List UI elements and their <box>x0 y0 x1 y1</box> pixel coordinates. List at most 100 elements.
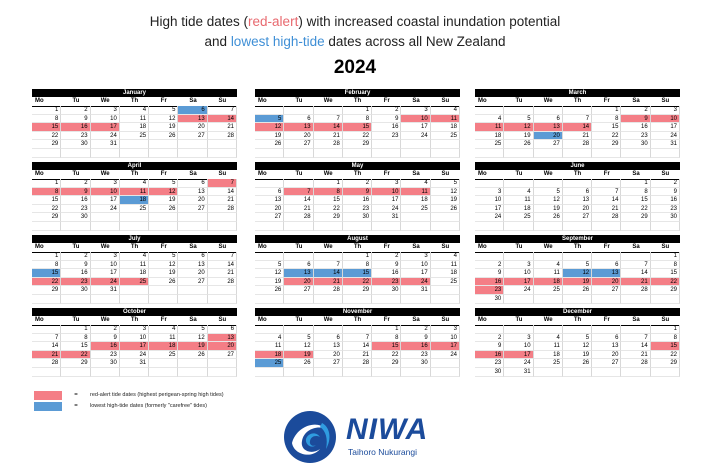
day-cell: 13 <box>178 187 208 197</box>
day-cell: 25 <box>475 140 505 149</box>
day-cell: 1 <box>61 325 91 334</box>
day-cell: 13 <box>592 342 622 351</box>
day-cell: 8 <box>592 114 622 124</box>
day-cell-red-alert: 17 <box>90 123 120 132</box>
day-cell: 24 <box>90 131 120 141</box>
day-cell: 13 <box>562 196 593 205</box>
legend-equals: = <box>74 403 78 409</box>
day-cell: 3 <box>401 106 431 115</box>
day-cell: 9 <box>650 187 680 197</box>
weekday-label: Tu <box>504 316 534 326</box>
day-cell: 1 <box>592 106 622 115</box>
day-cell: 2 <box>650 179 680 188</box>
weekday-label: Tu <box>284 316 314 326</box>
empty-cell <box>475 179 505 188</box>
empty-cell <box>207 367 237 377</box>
day-cell: 4 <box>255 333 285 343</box>
niwa-subtitle: Taihoro Nukurangi <box>348 447 417 457</box>
month-august: August Mo Tu We Th Fr Sa Su 1 2 3 4 5 6 7 8 9 10 11 12 13 14 1… <box>255 235 460 304</box>
day-cell: 4 <box>149 325 179 334</box>
day-cell: 25 <box>119 131 150 141</box>
day-cell: 14 <box>621 342 651 351</box>
weekday-label: Su <box>430 316 460 326</box>
weekday-label: We <box>90 97 120 107</box>
weekday-label: Tu <box>61 316 91 326</box>
day-cell: 11 <box>533 269 563 278</box>
day-cell: 29 <box>650 359 680 368</box>
day-cell: 18 <box>119 269 150 278</box>
empty-cell <box>255 294 285 304</box>
weekday-label: Fr <box>372 97 402 107</box>
day-cell: 31 <box>90 286 120 295</box>
weekday-header: Mo Tu We Th Fr Sa Su <box>475 97 680 107</box>
day-cell-red-alert: 20 <box>592 277 622 287</box>
month-name: September <box>475 235 680 243</box>
empty-cell <box>475 106 505 115</box>
empty-cell <box>32 367 62 377</box>
weekday-label: Th <box>119 243 150 253</box>
empty-cell <box>650 294 680 304</box>
weekday-label: We <box>313 316 343 326</box>
weekday-label: We <box>533 243 563 253</box>
empty-cell <box>255 367 285 377</box>
empty-cell <box>90 367 120 377</box>
weekday-label: Su <box>430 243 460 253</box>
day-cell: 22 <box>592 131 622 141</box>
day-grid: 1 2 3 4 5 6 7 8 9 10 11 12 13 14 15 16 17 18 19 20 21 22 23 24 2… <box>32 179 237 231</box>
day-cell: 4 <box>430 252 460 261</box>
empty-cell <box>255 221 285 231</box>
day-cell: 21 <box>621 350 651 360</box>
day-cell: 10 <box>119 333 150 343</box>
day-cell: 22 <box>342 131 373 141</box>
empty-cell <box>119 148 150 158</box>
legend: = red-alert tide dates (highest perigean… <box>34 390 224 412</box>
empty-cell <box>504 221 534 231</box>
day-cell: 24 <box>504 286 534 295</box>
month-july: July Mo Tu We Th Fr Sa Su 1 2 3 4 5 6 7 8 9 10 11 12 13 14 15 1… <box>32 235 237 304</box>
day-cell: 18 <box>504 204 534 214</box>
weekday-label: Sa <box>178 170 208 180</box>
empty-cell <box>255 179 285 188</box>
day-cell-red-alert: 18 <box>149 342 179 351</box>
empty-cell <box>533 294 563 304</box>
title-text: and <box>204 34 231 49</box>
day-cell: 6 <box>284 114 314 124</box>
day-cell: 22 <box>32 131 62 141</box>
empty-cell <box>207 213 237 222</box>
day-cell-red-alert: 16 <box>475 277 505 287</box>
day-cell: 1 <box>32 106 62 115</box>
day-cell: 5 <box>149 179 179 188</box>
empty-cell <box>284 325 314 334</box>
day-cell: 21 <box>562 131 593 141</box>
empty-cell <box>32 294 62 304</box>
day-cell-red-alert: 24 <box>90 277 120 287</box>
day-grid: 1 2 3 4 5 6 7 8 9 10 11 12 13 14 15 16 17 18 19 20 21 22 23 24 2… <box>32 325 237 377</box>
weekday-header: Mo Tu We Th Fr Sa Su <box>475 316 680 326</box>
day-cell: 9 <box>61 114 91 124</box>
day-cell-red-alert: 15 <box>650 342 680 351</box>
day-cell: 29 <box>342 286 373 295</box>
weekday-header: Mo Tu We Th Fr Sa Su <box>32 243 237 253</box>
day-cell: 7 <box>592 187 622 197</box>
day-cell: 11 <box>430 260 460 270</box>
weekday-label: Th <box>119 97 150 107</box>
day-cell: 5 <box>255 260 285 270</box>
empty-cell <box>562 106 593 115</box>
day-cell-red-alert: 9 <box>342 187 373 197</box>
day-cell: 27 <box>178 131 208 141</box>
empty-cell <box>562 367 593 377</box>
weekday-label: Tu <box>284 97 314 107</box>
day-cell-red-alert: 23 <box>475 286 505 295</box>
weekday-header: Mo Tu We Th Fr Sa Su <box>255 316 460 326</box>
day-cell: 1 <box>313 179 343 188</box>
weekday-label: Mo <box>32 316 62 326</box>
day-cell-red-alert: 12 <box>504 123 534 132</box>
weekday-label: Sa <box>621 170 651 180</box>
empty-cell <box>342 148 373 158</box>
day-cell: 27 <box>178 277 208 287</box>
empty-cell <box>533 221 563 231</box>
day-cell: 18 <box>475 131 505 141</box>
empty-cell <box>401 213 431 222</box>
day-cell-red-alert: 16 <box>90 342 120 351</box>
weekday-label: Sa <box>621 316 651 326</box>
